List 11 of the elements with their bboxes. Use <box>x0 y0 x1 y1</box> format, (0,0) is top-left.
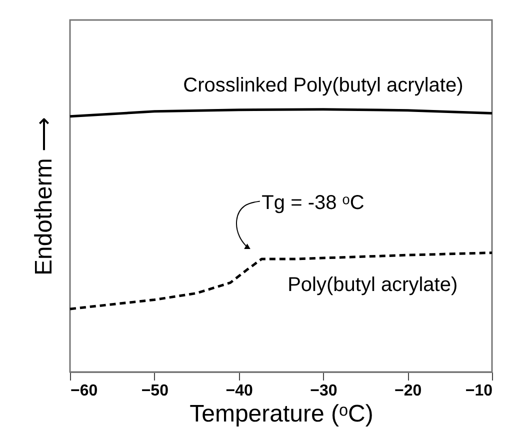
x-tick-label: −60 <box>70 382 98 400</box>
annotation: Tg = -38 ᵒC <box>262 192 364 214</box>
x-axis-title: Temperature (ᵒC) <box>190 400 374 428</box>
x-tick-label: −40 <box>226 382 253 400</box>
x-tick-label: −30 <box>310 382 338 400</box>
x-tick-label: −10 <box>465 382 493 400</box>
series-label: Poly(butyl acrylate) <box>288 274 458 296</box>
x-tick-label: −20 <box>394 382 422 400</box>
y-axis-title: Endotherm ⟶ <box>30 117 58 276</box>
x-tick-label: −50 <box>141 382 169 400</box>
series-label: Crosslinked Poly(butyl acrylate) <box>183 74 464 96</box>
